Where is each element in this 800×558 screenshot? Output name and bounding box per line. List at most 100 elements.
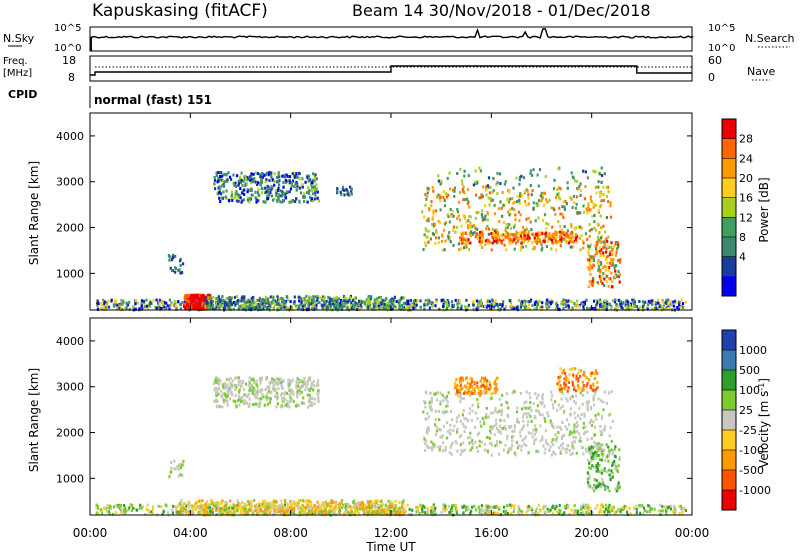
heatmap-cell <box>581 446 583 449</box>
heatmap-cell <box>141 304 143 307</box>
heatmap-cell <box>555 196 557 199</box>
heatmap-cell <box>235 394 237 397</box>
heatmap-cell <box>573 201 575 204</box>
heatmap-cell <box>287 509 289 512</box>
heatmap-cell <box>149 302 151 305</box>
heatmap-cell <box>528 230 530 233</box>
heatmap-cell <box>218 171 220 174</box>
heatmap-cell <box>104 507 106 510</box>
heatmap-cell <box>257 388 259 391</box>
heatmap-cell <box>272 296 274 299</box>
heatmap-cell <box>442 449 444 452</box>
heatmap-cell <box>314 194 316 197</box>
heatmap-cell <box>283 379 285 382</box>
heatmap-cell <box>324 503 326 506</box>
heatmap-cell <box>251 389 253 392</box>
heatmap-cell <box>183 502 185 505</box>
heatmap-cell <box>260 398 262 401</box>
heatmap-cell <box>401 506 403 509</box>
heatmap-cell <box>283 305 285 308</box>
heatmap-cell <box>685 509 687 512</box>
heatmap-cell <box>601 174 603 177</box>
heatmap-cell <box>277 387 279 390</box>
heatmap-cell <box>265 388 267 391</box>
heatmap-cell <box>224 387 226 390</box>
heatmap-cell <box>639 306 641 309</box>
heatmap-cell <box>430 392 432 395</box>
heatmap-cell <box>539 238 541 241</box>
heatmap-cell <box>614 298 616 301</box>
heatmap-cell <box>347 503 349 506</box>
heatmap-cell <box>476 228 478 231</box>
heatmap-cell <box>582 242 584 245</box>
heatmap-cell <box>131 509 133 512</box>
heatmap-cell <box>337 507 339 510</box>
heatmap-cell <box>441 240 443 243</box>
heatmap-cell <box>621 306 623 309</box>
heatmap-cell <box>204 510 206 513</box>
heatmap-cell <box>493 506 495 509</box>
heatmap-cell <box>474 426 476 429</box>
heatmap-cell <box>577 212 579 215</box>
heatmap-cell <box>283 400 285 403</box>
heatmap-cell <box>593 214 595 217</box>
heatmap-cell <box>261 509 263 512</box>
heatmap-cell <box>190 295 193 299</box>
heatmap-cell <box>611 264 613 267</box>
heatmap-cell <box>554 507 556 510</box>
heatmap-cell <box>586 401 588 404</box>
heatmap-cell <box>449 221 451 224</box>
heatmap-cell <box>663 506 665 509</box>
heatmap-cell <box>614 267 616 270</box>
heatmap-cell <box>570 407 572 410</box>
colorbar-tick-label: 12 <box>739 211 753 224</box>
heatmap-cell <box>573 426 575 429</box>
heatmap-cell <box>593 206 595 209</box>
heatmap-cell <box>219 175 221 178</box>
heatmap-cell <box>393 304 395 307</box>
heatmap-cell <box>494 512 496 515</box>
heatmap-cell <box>284 511 286 514</box>
heatmap-cell <box>419 299 421 302</box>
heatmap-cell <box>434 242 436 245</box>
heatmap-cell <box>225 173 227 176</box>
heatmap-cell <box>520 302 522 305</box>
heatmap-cell <box>282 297 284 300</box>
heatmap-cell <box>268 179 270 182</box>
heatmap-cell <box>492 228 494 231</box>
heatmap-cell <box>558 168 560 171</box>
heatmap-cell <box>396 507 398 510</box>
heatmap-cell <box>239 194 241 197</box>
heatmap-cell <box>485 416 487 419</box>
heatmap-cell <box>559 225 561 228</box>
heatmap-cell <box>465 507 467 510</box>
heatmap-cell <box>527 197 529 200</box>
heatmap-cell <box>642 512 644 515</box>
heatmap-cell <box>152 505 154 508</box>
heatmap-cell <box>329 298 331 301</box>
heatmap-cell <box>574 179 576 182</box>
heatmap-cell <box>615 511 617 514</box>
heatmap-cell <box>593 220 595 223</box>
heatmap-cell <box>536 233 538 236</box>
heatmap-cell <box>317 506 319 509</box>
heatmap-cell <box>459 191 461 194</box>
heatmap-cell <box>218 295 220 298</box>
heatmap-cell <box>580 234 582 237</box>
heatmap-cell <box>317 197 319 200</box>
heatmap-cell <box>659 305 661 308</box>
heatmap-cell <box>198 500 200 503</box>
heatmap-cell <box>505 229 507 232</box>
heatmap-cell <box>380 301 382 304</box>
heatmap-cell <box>241 184 243 187</box>
heatmap-cell <box>609 434 611 437</box>
heatmap-cell <box>560 407 562 410</box>
heatmap-cell <box>606 402 608 405</box>
heatmap-cell <box>302 195 304 198</box>
heatmap-cell <box>570 300 572 303</box>
heatmap-cell <box>416 510 418 513</box>
heatmap-cell <box>484 215 486 218</box>
heatmap-cell <box>573 195 575 198</box>
freq-label: Freq. <box>3 56 28 67</box>
